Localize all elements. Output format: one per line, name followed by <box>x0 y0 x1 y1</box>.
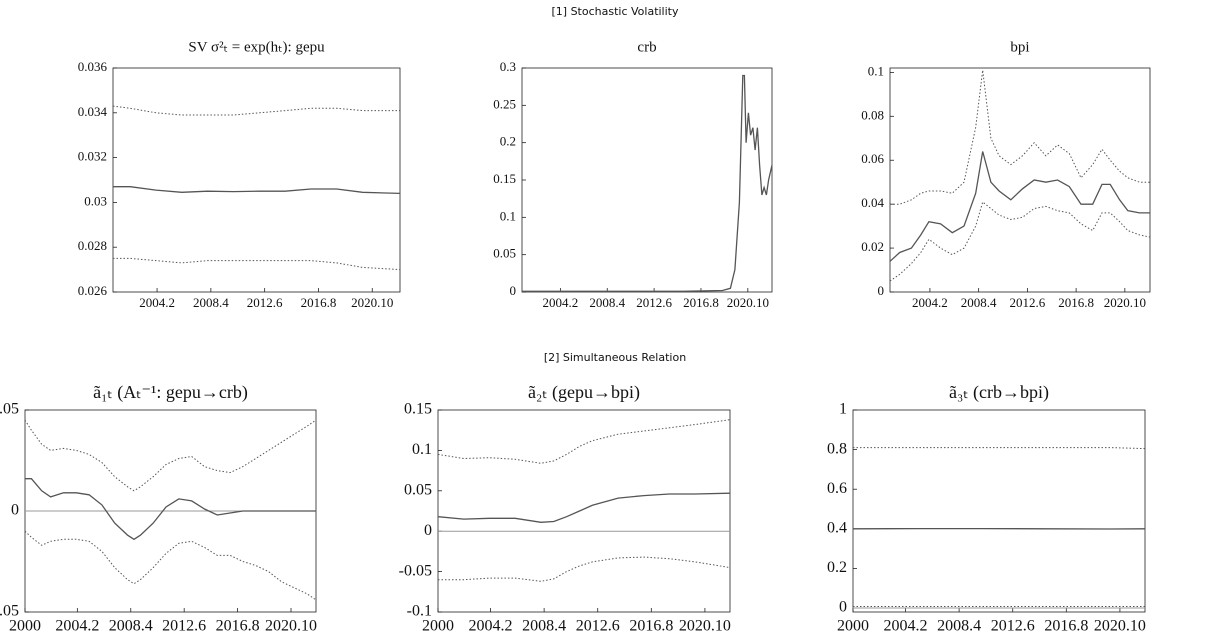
series-line <box>113 257 401 271</box>
y-tick-label: -0.05 <box>399 562 432 579</box>
y-tick-label: 0.4 <box>827 519 847 536</box>
x-tick-label: 2000 <box>9 618 41 635</box>
series-line <box>112 105 400 116</box>
x-tick-label: 2016.8 <box>1058 295 1094 310</box>
series-line <box>113 186 401 195</box>
series-line <box>890 70 1150 205</box>
y-tick-label: 0.05 <box>0 401 19 418</box>
x-tick-label: 2016.8 <box>301 295 337 310</box>
y-tick-label: -0.1 <box>407 603 432 620</box>
x-tick-label: 2012.6 <box>1010 295 1046 310</box>
x-tick-label: 2008.4 <box>193 295 229 310</box>
x-tick-label: 2016.8 <box>683 295 719 310</box>
chart-title: ã₃ₜ (crb→bpi) <box>949 382 1049 403</box>
x-tick-label: 2008.4 <box>937 618 981 635</box>
section-title: [2] Simultaneous Relation <box>544 351 686 364</box>
x-tick-label: 2020.10 <box>679 618 731 635</box>
y-tick-label: 0.15 <box>493 171 516 186</box>
y-tick-label: 0.6 <box>827 480 847 497</box>
plot-frame <box>521 67 773 293</box>
x-tick-label: 2008.4 <box>109 618 153 635</box>
x-tick-label: 2020.10 <box>351 295 393 310</box>
x-tick-label: 2004.2 <box>139 295 175 310</box>
y-tick-label: 0.02 <box>861 239 884 254</box>
y-tick-label: 0.15 <box>404 401 432 418</box>
series-line <box>24 419 317 492</box>
series-line <box>24 530 317 601</box>
x-tick-label: 2000 <box>422 618 454 635</box>
y-tick-label: 0 <box>11 502 19 519</box>
plot-frame <box>437 409 731 613</box>
y-tick-label: 1 <box>839 401 847 418</box>
y-tick-label: 0.026 <box>78 283 108 298</box>
y-tick-label: 0.05 <box>493 246 516 261</box>
plot-frame <box>112 67 401 293</box>
y-tick-label: 0.1 <box>500 208 516 223</box>
y-tick-label: 0.028 <box>78 238 107 253</box>
x-tick-label: 2008.4 <box>589 295 625 310</box>
y-tick-label: -0.05 <box>0 603 19 620</box>
y-tick-label: 0.04 <box>861 195 884 210</box>
x-tick-label: 2020.10 <box>265 618 317 635</box>
series-line <box>522 74 773 292</box>
y-tick-label: 0 <box>424 522 432 539</box>
x-tick-label: 2000 <box>837 618 869 635</box>
y-tick-label: 0.1 <box>868 63 884 78</box>
y-tick-label: 0 <box>510 283 517 298</box>
y-tick-label: 0.034 <box>78 104 108 119</box>
y-tick-label: 0.2 <box>827 559 847 576</box>
x-tick-label: 2012.6 <box>247 295 283 310</box>
y-tick-label: 0.032 <box>78 149 107 164</box>
y-tick-label: 0.08 <box>861 107 884 122</box>
chart-title: bpi <box>1010 39 1029 55</box>
y-tick-label: 0.03 <box>84 193 107 208</box>
x-tick-label: 2020.10 <box>1104 295 1146 310</box>
chart-title: SV σ²ₜ = exp(hₜ): gepu <box>188 39 325 55</box>
x-tick-label: 2008.4 <box>961 295 997 310</box>
x-tick-label: 2016.8 <box>216 618 260 635</box>
x-tick-label: 2012.6 <box>576 618 620 635</box>
x-tick-label: 2012.6 <box>636 295 672 310</box>
chart-title: ã₁ₜ (Aₜ⁻¹: gepu→crb) <box>93 382 248 403</box>
series-line <box>853 447 1146 450</box>
x-tick-label: 2004.2 <box>55 618 99 635</box>
y-tick-label: 0.05 <box>404 481 432 498</box>
series-line <box>437 492 731 523</box>
x-tick-label: 2020.10 <box>727 295 769 310</box>
x-tick-label: 2004.2 <box>912 295 948 310</box>
chart-title: ã₂ₜ (gepu→bpi) <box>528 382 640 403</box>
x-tick-label: 2008.4 <box>522 618 566 635</box>
y-tick-label: 0.036 <box>78 59 108 74</box>
series-line <box>25 478 316 541</box>
y-tick-label: 0.06 <box>861 151 884 166</box>
series-line <box>889 151 1150 262</box>
plot-frame <box>889 67 1151 293</box>
x-tick-label: 2004.2 <box>884 618 928 635</box>
y-tick-label: 0.1 <box>412 441 432 458</box>
y-tick-label: 0.3 <box>500 59 516 74</box>
chart-title: crb <box>637 39 656 55</box>
x-tick-label: 2020.10 <box>1094 618 1146 635</box>
y-tick-label: 0 <box>878 283 885 298</box>
series-line <box>437 419 731 464</box>
x-tick-label: 2016.8 <box>629 618 673 635</box>
y-tick-label: 0.8 <box>827 440 847 457</box>
series-line <box>438 556 731 582</box>
x-tick-label: 2004.2 <box>543 295 579 310</box>
y-tick-label: 0.2 <box>500 134 516 149</box>
y-tick-label: 0 <box>839 599 847 616</box>
x-tick-label: 2012.6 <box>162 618 206 635</box>
x-tick-label: 2012.6 <box>991 618 1035 635</box>
plot-frame <box>852 409 1146 613</box>
y-tick-label: 0.25 <box>493 96 516 111</box>
series-line <box>889 201 1151 282</box>
x-tick-label: 2016.8 <box>1044 618 1088 635</box>
section-title: [1] Stochastic Volatility <box>551 5 679 18</box>
x-tick-label: 2004.2 <box>469 618 513 635</box>
